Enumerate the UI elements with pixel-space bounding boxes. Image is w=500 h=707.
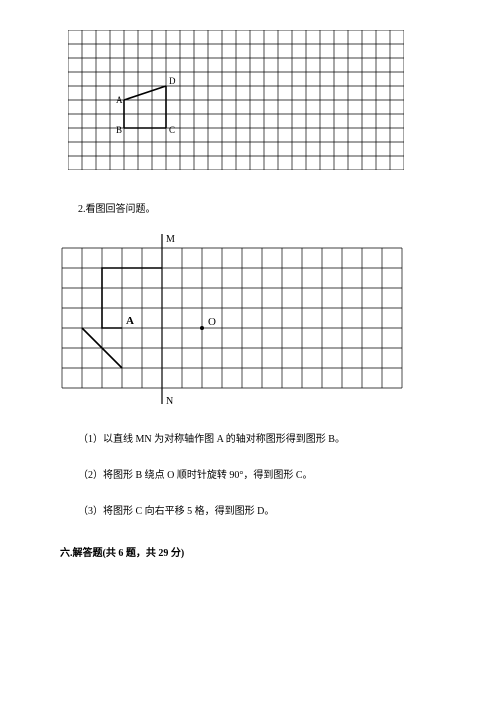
svg-text:N: N — [166, 396, 173, 407]
svg-text:O: O — [208, 316, 216, 328]
svg-text:A: A — [116, 95, 123, 105]
svg-text:D: D — [169, 76, 176, 86]
svg-text:M: M — [166, 234, 175, 245]
sub-question-1: （1）以直线 MN 为对称轴作图 A 的轴对称图形得到图形 B。 — [78, 432, 440, 448]
svg-text:A: A — [126, 315, 134, 327]
figure-2-grid: M N A O — [60, 230, 440, 408]
section-6-heading: 六.解答题(共 6 题，共 29 分) — [60, 544, 440, 559]
sub-question-3: （3）将图形 C 向右平移 5 格，得到图形 D。 — [78, 504, 440, 520]
svg-text:B: B — [116, 125, 122, 135]
question-2-heading: 2.看图回答问题。 — [78, 202, 440, 218]
sub-question-2: （2）将图形 B 绕点 O 顺时针旋转 90°，得到图形 C。 — [78, 468, 440, 484]
figure-1-grid: A D C B — [68, 30, 440, 170]
svg-text:C: C — [169, 125, 175, 135]
